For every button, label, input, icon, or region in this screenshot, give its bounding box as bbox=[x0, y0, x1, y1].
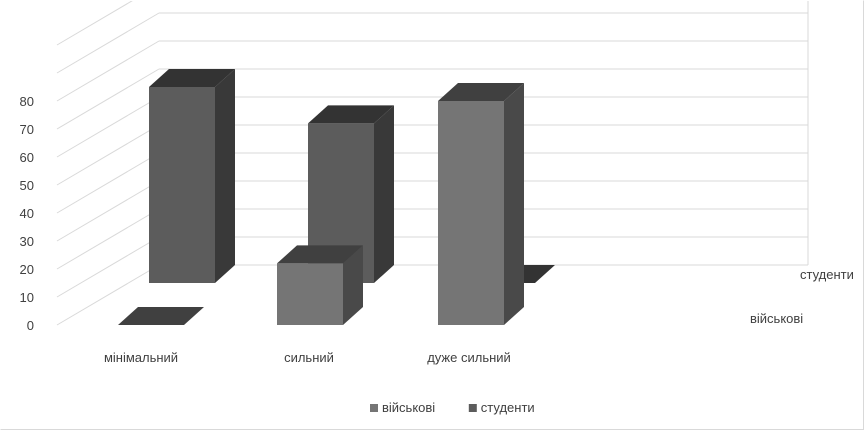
gridline-left-100 bbox=[56, 0, 135, 46]
y-tick-label-20: 20 bbox=[20, 262, 34, 277]
bar-0-2-front bbox=[438, 101, 504, 325]
y-tick-label-80: 80 bbox=[20, 94, 34, 109]
x-tick-label-2: дуже сильний bbox=[427, 350, 511, 365]
bar-1-1-side bbox=[374, 105, 394, 284]
gridline-left-90 bbox=[56, 12, 160, 74]
y-tick-label-10: 10 bbox=[20, 290, 34, 305]
gridline-left-60 bbox=[56, 96, 160, 158]
bar-0-1-side bbox=[343, 245, 363, 325]
bar-1-0-top bbox=[149, 69, 235, 87]
legend-label-1: студенти bbox=[481, 400, 535, 415]
bar-1-0-front bbox=[149, 87, 215, 283]
bar-1-1-top bbox=[308, 105, 394, 124]
bar-0-0-zero bbox=[118, 307, 204, 325]
gridline-left-30 bbox=[56, 180, 160, 242]
depth-label-front: військові bbox=[750, 311, 803, 326]
gridline-left-50 bbox=[56, 124, 160, 186]
y-tick-label-30: 30 bbox=[20, 234, 34, 249]
x-tick-label-1: сильний bbox=[284, 350, 334, 365]
bar-0-2-side bbox=[504, 83, 524, 325]
gridline-left-20 bbox=[56, 208, 160, 270]
y-tick-label-40: 40 bbox=[20, 206, 34, 221]
depth-label-back: студенти bbox=[800, 267, 854, 282]
y-tick-label-50: 50 bbox=[20, 178, 34, 193]
bar-0-1-top bbox=[277, 245, 363, 264]
y-tick-label-70: 70 bbox=[20, 122, 34, 137]
gridline-left-10 bbox=[56, 236, 160, 298]
legend-swatch-1 bbox=[468, 404, 477, 412]
bar-0-1-front bbox=[277, 263, 343, 325]
bar-1-0-side bbox=[215, 69, 235, 283]
y-tick-label-0: 0 bbox=[27, 318, 34, 333]
x-tick-label-0: мінімальний bbox=[104, 350, 178, 365]
gridline-left-0 bbox=[56, 264, 160, 326]
y-tick-label-60: 60 bbox=[20, 150, 34, 165]
legend-label-0: військові bbox=[382, 400, 435, 415]
bar-0-2-top bbox=[438, 83, 524, 101]
gridline-left-70 bbox=[56, 68, 160, 130]
gridline-left-80 bbox=[56, 40, 160, 102]
gridline-left-40 bbox=[56, 152, 160, 214]
legend-swatch-0 bbox=[370, 404, 378, 412]
